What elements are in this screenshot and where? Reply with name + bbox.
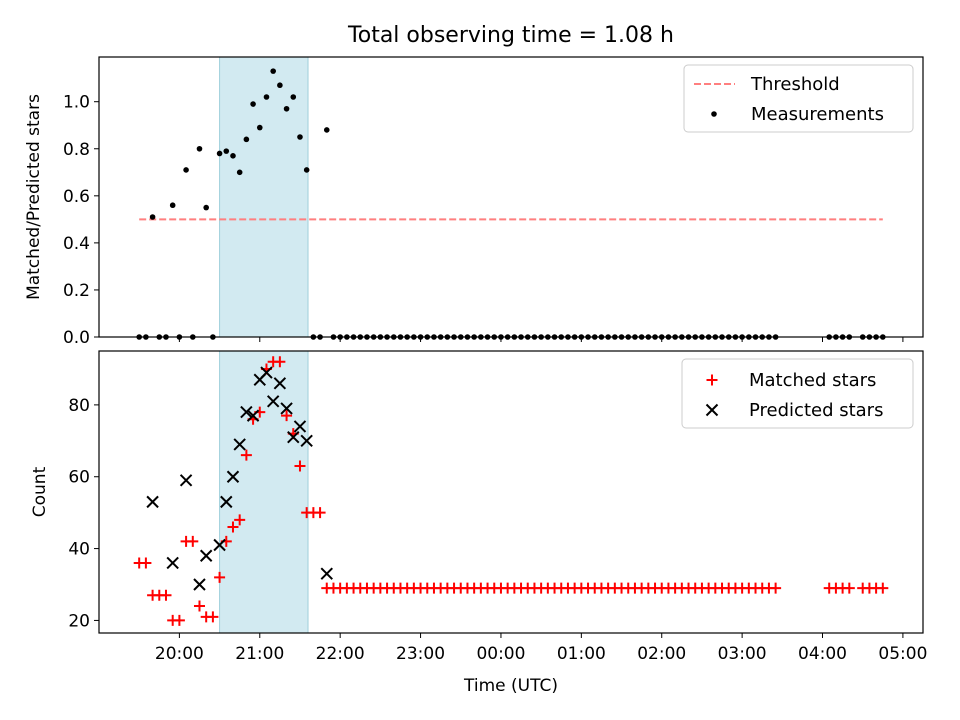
observing-window-span: [219, 350, 309, 634]
predicted-star-point: [246, 409, 260, 422]
legend-frame: [683, 64, 914, 133]
x-tick-label: 03:00: [718, 644, 767, 664]
x-tick-label: 05:00: [878, 644, 927, 664]
predicted-star-point: [233, 438, 246, 451]
legend-label: Predicted stars: [749, 400, 883, 421]
predicted-star-point: [300, 434, 313, 448]
measurement-point: [183, 167, 189, 173]
legend: Matched stars Predicted stars: [681, 358, 914, 429]
predicted-star-point: [293, 420, 307, 433]
measurement-point: [290, 94, 297, 100]
bottom-axes: 20 40 60 80 20:00 21:00 22:00 23:00 00:00 01:00 02…: [30, 350, 927, 696]
predicted-star-point: [320, 567, 333, 580]
matched-star-point: [234, 514, 246, 526]
legend-matched-swatch: [706, 374, 718, 386]
measurement-point: [169, 202, 176, 209]
matched-star-point: [770, 582, 782, 594]
measurement-point: [236, 169, 243, 176]
x-tick-label: 04:00: [798, 644, 847, 664]
predicted-star-point: [240, 405, 253, 419]
matched-star-point: [274, 356, 286, 368]
predicted-star-point: [193, 578, 206, 591]
measurement-point: [216, 150, 223, 157]
legend-label: Matched stars: [749, 370, 876, 391]
x-tick-label: 01:00: [557, 644, 606, 664]
top-axes-frame: [98, 56, 924, 338]
measurement-point: [203, 204, 209, 211]
measurement-point: [283, 105, 290, 112]
predicted-star-point: [179, 474, 193, 487]
matched-star-point: [281, 410, 293, 422]
predicted-star-point: [273, 377, 287, 390]
y-tick-label: 1.0: [63, 93, 90, 113]
x-tick-label: 02:00: [637, 644, 686, 664]
matched-star-point: [843, 582, 855, 594]
y-tick-label: 80: [68, 396, 90, 416]
legend-frame: [681, 358, 914, 429]
predicted-star-point: [199, 549, 213, 562]
measurement-point: [323, 127, 330, 133]
y-tick-label: 0.4: [63, 234, 90, 254]
y-tick-label: 0.0: [63, 328, 90, 348]
measurement-point: [223, 148, 230, 154]
y-axis-label: Count: [30, 466, 50, 517]
legend-label: Measurements: [751, 104, 884, 125]
y-tick-label: 0.8: [63, 140, 90, 160]
predicted-star-point: [260, 366, 273, 379]
predicted-star-point: [220, 495, 233, 509]
observing-window-span: [219, 56, 309, 338]
y-tick-label: 0.2: [63, 281, 90, 301]
measurement-point: [250, 101, 256, 107]
measurement-point: [297, 134, 303, 140]
x-tick-label: 21:00: [235, 644, 284, 664]
top-axes: 0.0 0.2 0.4 0.6 0.8 1.0 Matched/Predicted star…: [24, 56, 924, 348]
measurement-point: [243, 136, 250, 143]
x-tick-label: 22:00: [316, 644, 365, 664]
predicted-star-point: [266, 395, 280, 408]
bottom-axes-frame: [98, 350, 924, 634]
predicted-star-point: [287, 431, 300, 444]
measurement-point: [263, 94, 270, 100]
matched-star-point: [240, 449, 252, 461]
measurement-point: [277, 82, 283, 89]
matched-star-point: [207, 611, 219, 623]
measurement-point: [149, 214, 156, 220]
matched-star-point: [187, 535, 199, 547]
predicted-star-point: [226, 470, 240, 483]
matched-star-point: [877, 582, 889, 594]
matched-star-point: [193, 600, 205, 612]
predicted-star-point: [166, 556, 179, 570]
measurement-point: [256, 124, 263, 131]
x-axis-label: Time (UTC): [463, 676, 558, 696]
measurement-point: [230, 153, 236, 159]
matched-star-point: [140, 557, 152, 569]
x-tick-label: 20:00: [155, 644, 204, 664]
chart-title: Total observing time = 1.08 h: [347, 23, 674, 48]
y-tick-label: 40: [68, 540, 90, 560]
matched-star-point: [314, 507, 326, 519]
y-tick-label: 20: [68, 611, 90, 631]
predicted-star-point: [280, 402, 293, 415]
measurement-point: [270, 68, 276, 74]
matched-star-point: [294, 460, 306, 472]
matched-star-point: [160, 589, 172, 601]
matched-star-point: [227, 521, 239, 533]
y-axis-label: Matched/Predicted stars: [24, 94, 44, 300]
legend: Threshold Measurements: [683, 64, 914, 133]
y-tick-label: 0.6: [63, 187, 90, 207]
measurement-point: [303, 167, 310, 173]
y-tick-label: 60: [68, 468, 90, 488]
measurement-point: [196, 145, 203, 152]
legend-predicted-swatch: [705, 403, 719, 417]
matched-star-point: [173, 614, 185, 626]
x-tick-label: 23:00: [396, 644, 445, 664]
predicted-star-point: [146, 495, 159, 509]
matched-star-point: [214, 571, 226, 583]
x-tick-label: 00:00: [476, 644, 525, 664]
legend-measurement-swatch: [711, 111, 717, 117]
predicted-star-point: [213, 538, 226, 552]
legend-label: Threshold: [750, 74, 840, 95]
